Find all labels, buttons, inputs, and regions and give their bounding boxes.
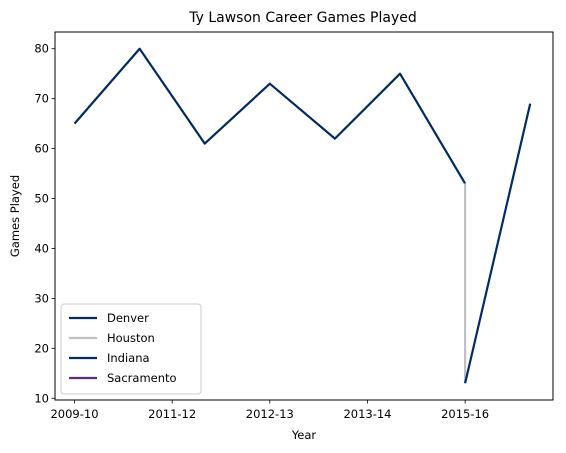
legend-label-indiana: Indiana bbox=[107, 351, 150, 365]
legend-box bbox=[60, 303, 202, 395]
y-tick-label: 70 bbox=[34, 92, 49, 106]
series-line-indiana bbox=[464, 103, 532, 384]
x-tick-label: 2009-10 bbox=[50, 407, 98, 421]
y-tick-label: 80 bbox=[34, 42, 49, 56]
x-axis-label: Year bbox=[291, 428, 317, 442]
y-tick-label: 40 bbox=[34, 241, 49, 255]
series-line-denver bbox=[73, 47, 467, 185]
legend-label-sacramento: Sacramento bbox=[107, 371, 177, 385]
x-tick-label: 2011-12 bbox=[148, 407, 196, 421]
legend-label-denver: Denver bbox=[107, 311, 149, 325]
y-tick-label: 60 bbox=[34, 142, 49, 156]
legend: Denver Houston Indiana Sacramento bbox=[60, 303, 202, 395]
y-axis-label: Games Played bbox=[8, 175, 22, 257]
x-tick-label: 2013-14 bbox=[343, 407, 391, 421]
y-tick-label: 10 bbox=[34, 391, 49, 405]
y-tick-label: 50 bbox=[34, 192, 49, 206]
y-tick-label: 20 bbox=[34, 341, 49, 355]
plot-frame bbox=[54, 31, 554, 401]
chart-title: Ty Lawson Career Games Played bbox=[188, 10, 416, 26]
y-tick-label: 30 bbox=[34, 291, 49, 305]
x-tick-label: 2015-16 bbox=[441, 407, 489, 421]
legend-label-houston: Houston bbox=[107, 331, 155, 345]
x-tick-label: 2012-13 bbox=[246, 407, 294, 421]
